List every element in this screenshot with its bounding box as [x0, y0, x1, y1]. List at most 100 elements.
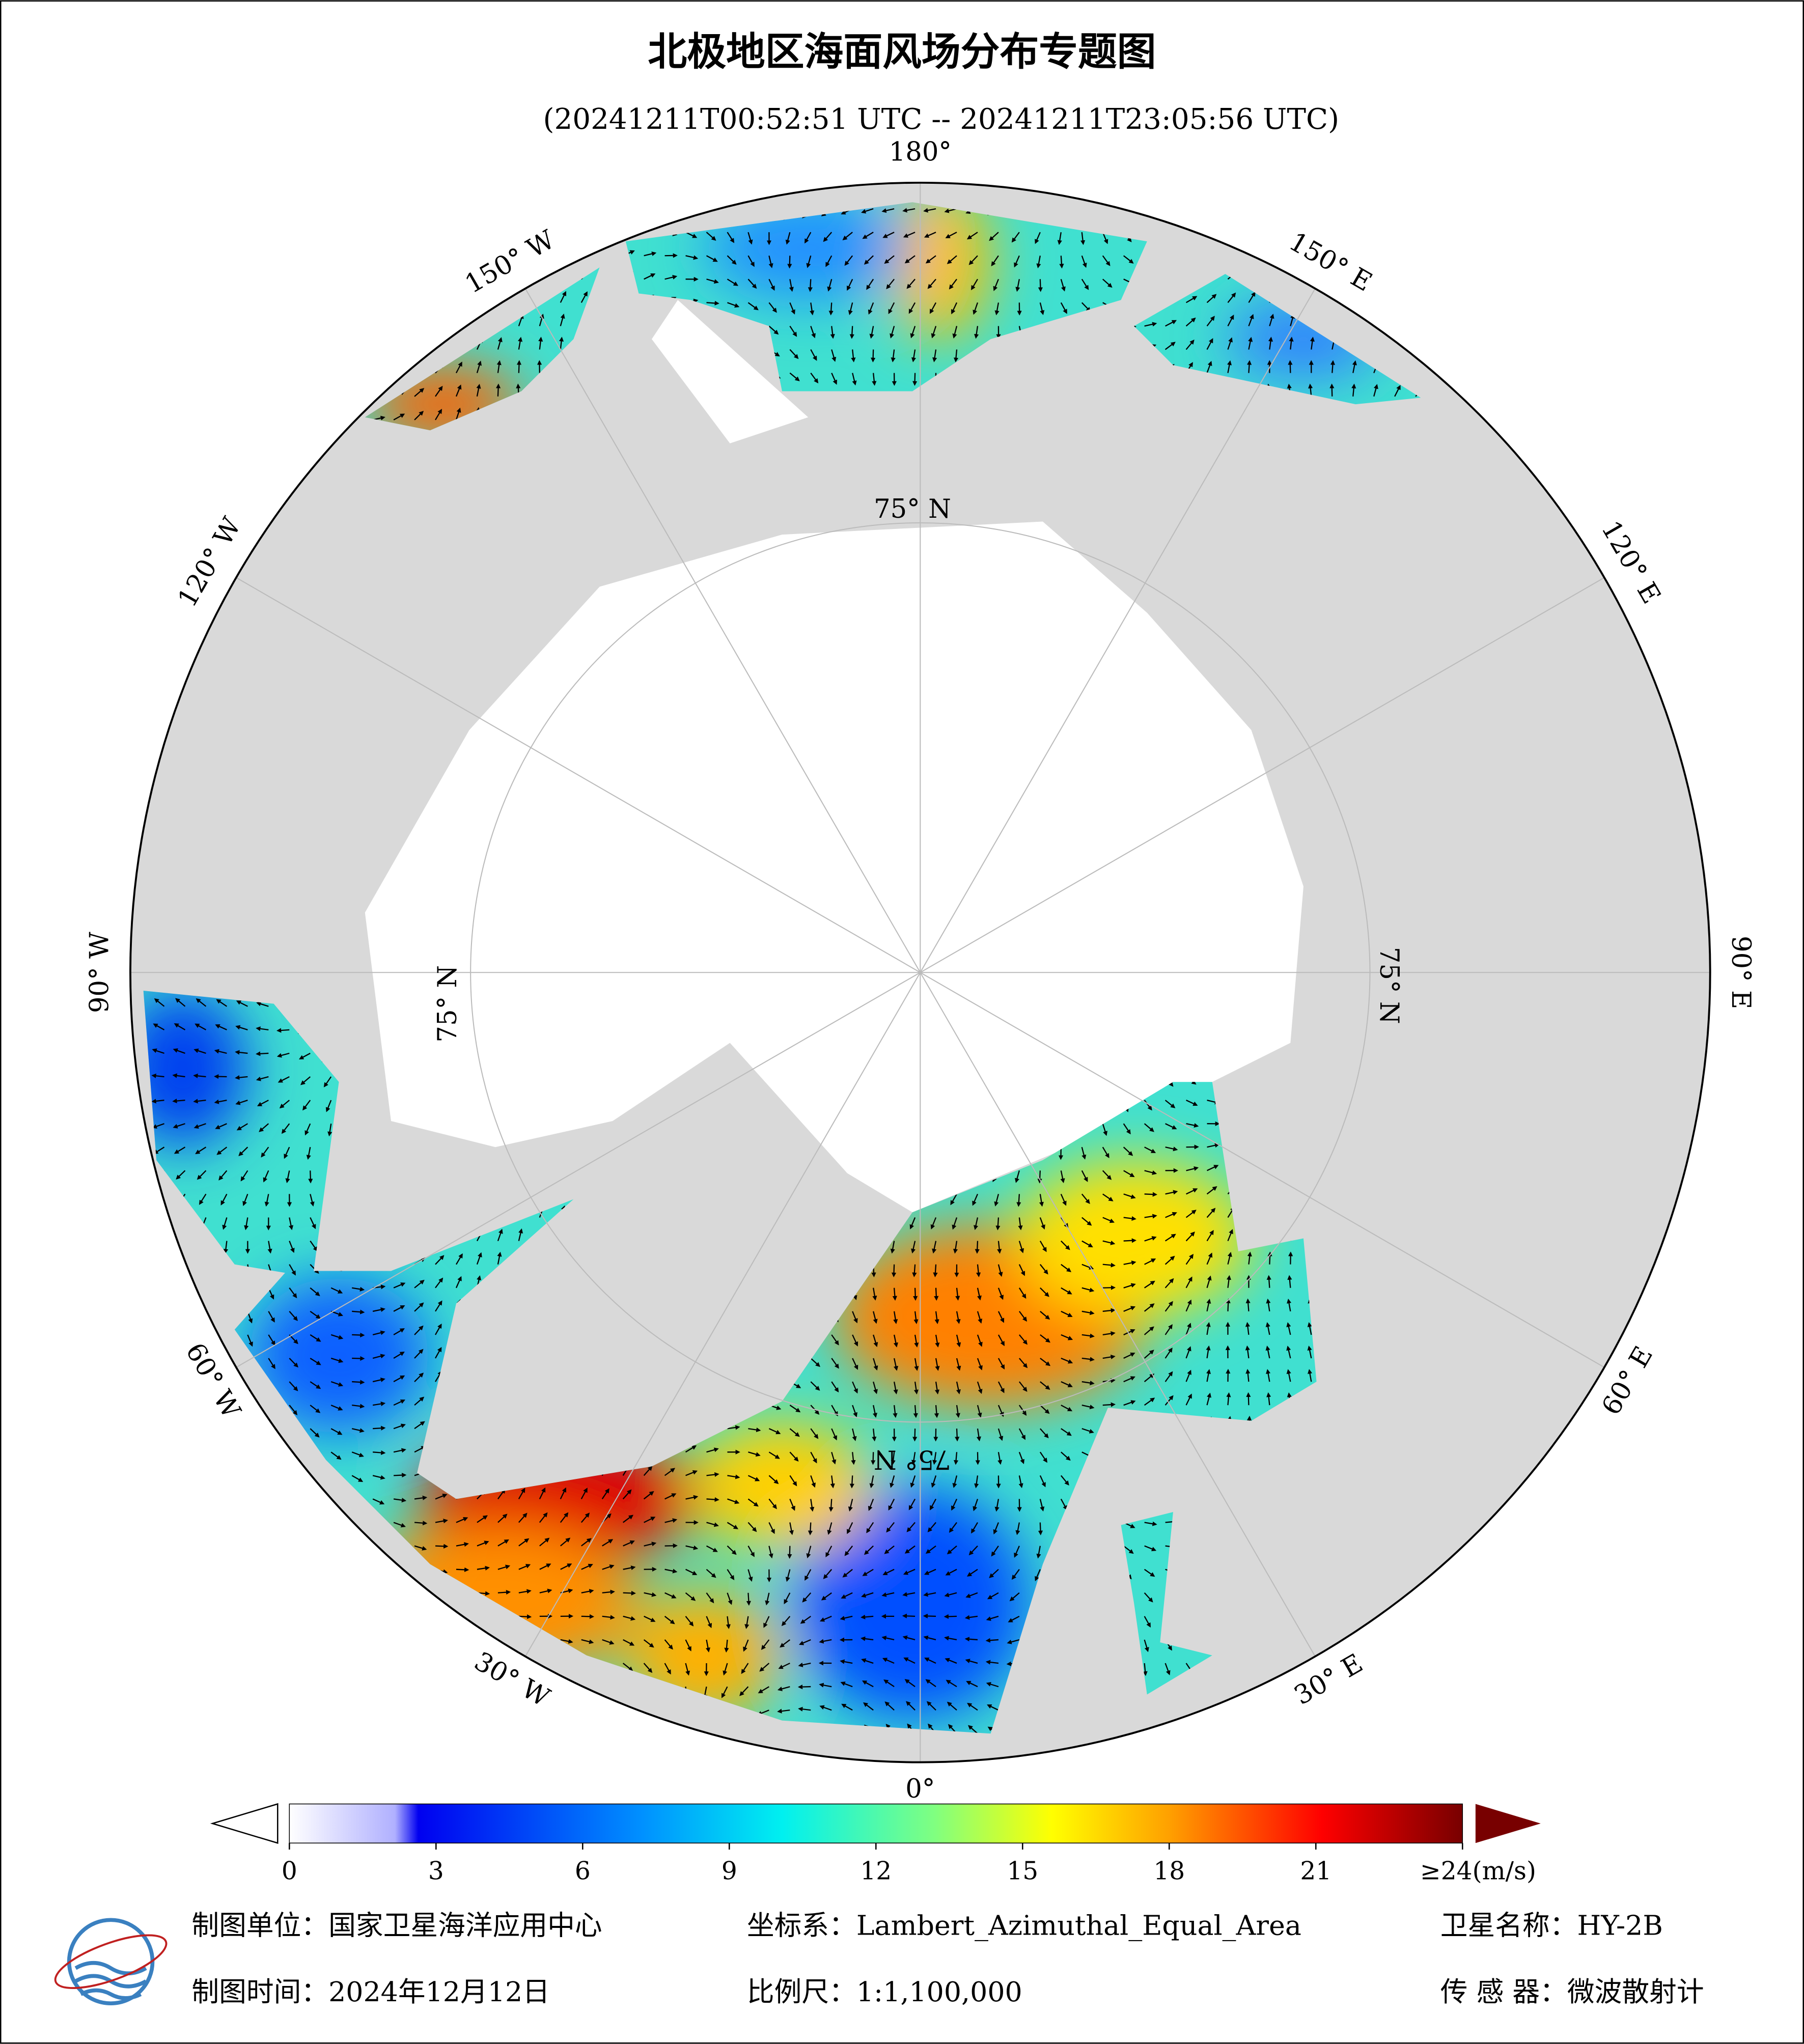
wind-arrow: [310, 1217, 316, 1229]
lat-label: 75° N: [432, 965, 463, 1043]
wind-arrow: [685, 1470, 698, 1476]
lat-label: 75° N: [874, 1444, 951, 1475]
wind-arrow: [785, 232, 791, 245]
wind-arrow: [154, 998, 165, 1007]
wind-arrow: [193, 1123, 206, 1129]
wind-arrow: [518, 1538, 530, 1547]
wind-arrow: [789, 1428, 800, 1437]
wind-arrow: [539, 1588, 552, 1593]
wind-arrow: [172, 1073, 185, 1078]
wind-arrow: [539, 1563, 551, 1570]
wind-arrow: [310, 1357, 321, 1365]
wind-arrow: [310, 1381, 321, 1389]
wind-arrow: [235, 1075, 248, 1080]
wind-arrow: [310, 1428, 320, 1438]
wind-arrow: [538, 337, 543, 350]
wind-arrow: [372, 1498, 385, 1505]
wind-arrow: [685, 232, 698, 238]
wind-arrow: [664, 1592, 677, 1599]
wind-arrow: [644, 251, 657, 257]
wind-arrow: [174, 1146, 186, 1154]
wind-arrow: [705, 1639, 711, 1653]
wind-arrow: [435, 1347, 442, 1359]
wind-arrow: [352, 1309, 365, 1314]
wind-arrow: [622, 1515, 634, 1523]
wind-arrow: [310, 1334, 321, 1342]
wind-arrow: [352, 1404, 365, 1409]
wind-arrow: [456, 1542, 469, 1547]
wind-arrow: [761, 1639, 770, 1650]
wind-arrow: [196, 998, 207, 1007]
wind-arrow: [747, 1522, 757, 1532]
wind-arrow: [263, 1170, 269, 1183]
wind-arrow: [215, 1123, 227, 1129]
wind-arrow: [455, 407, 461, 421]
wind-arrow: [664, 1663, 671, 1675]
wind-arrow: [435, 409, 442, 421]
wind-arrow: [372, 1402, 386, 1407]
wind-arrow: [765, 1592, 770, 1606]
wind-arrow: [289, 1287, 297, 1299]
wind-arrow: [1102, 1285, 1116, 1290]
colorbar-tick-label: 6: [575, 1857, 591, 1886]
footer-date: 制图时间：2024年12月12日: [191, 1976, 550, 2008]
wind-arrow: [197, 1170, 207, 1180]
wind-arrow: [975, 1241, 980, 1254]
wind-arrow: [414, 1279, 425, 1289]
wind-arrow: [744, 1616, 750, 1629]
wind-arrow: [748, 1427, 761, 1433]
colorbar-tick-label: 18: [1153, 1857, 1185, 1886]
wind-arrow: [306, 1147, 311, 1160]
wind-arrow: [372, 1307, 385, 1312]
wind-arrow: [497, 1590, 511, 1595]
wind-arrow: [581, 1538, 592, 1547]
wind-arrow: [256, 1026, 269, 1031]
wind-arrow: [581, 1639, 594, 1644]
wind-arrow: [784, 1592, 791, 1605]
wind-arrow: [664, 1639, 673, 1650]
wind-arrow: [644, 1542, 657, 1547]
wind-arrow: [298, 1052, 311, 1060]
wind-arrow: [706, 1592, 714, 1604]
wind-arrow: [602, 1589, 615, 1594]
wind-arrow: [518, 1589, 532, 1594]
wind-arrow: [768, 255, 773, 268]
wind-arrow: [1038, 279, 1043, 292]
wind-arrow: [768, 1498, 777, 1509]
wind-arrow: [828, 302, 834, 316]
wind-arrow: [664, 1615, 675, 1625]
wind-arrow: [748, 1451, 761, 1457]
wind-arrow: [435, 1323, 442, 1335]
wind-arrow: [214, 1099, 227, 1104]
wind-arrow: [602, 1539, 614, 1547]
wind-arrow: [739, 1686, 749, 1696]
subtitle: (20241211T00:52:51 UTC -- 20241211T23:05…: [543, 103, 1340, 136]
wind-arrow: [281, 1123, 290, 1134]
wind-arrow: [758, 1686, 769, 1694]
wind-arrow: [622, 1663, 633, 1671]
wind-arrow: [414, 388, 425, 397]
wind-arrow: [193, 1099, 206, 1104]
wind-arrow: [456, 1517, 468, 1523]
lat-label: 75° N: [1374, 947, 1404, 1024]
wind-arrow: [330, 1381, 344, 1387]
wind-arrow: [789, 325, 797, 337]
wind-arrow: [644, 1615, 656, 1622]
wind-arrow: [151, 1099, 164, 1104]
wind-arrow: [268, 1334, 275, 1346]
lat-label: 75° N: [874, 494, 951, 524]
wind-arrow: [723, 1663, 728, 1676]
wind-arrow: [747, 302, 759, 311]
wind-arrow: [476, 1252, 482, 1265]
wind-arrow: [727, 255, 737, 265]
wind-arrow: [393, 1282, 406, 1289]
wind-arrow: [643, 1491, 654, 1500]
wind-arrow: [560, 1563, 572, 1570]
wind-arrow: [327, 1123, 332, 1137]
wind-arrow: [393, 1328, 405, 1335]
wind-arrow: [330, 1334, 344, 1340]
wind-arrow: [235, 1100, 248, 1105]
lon-label: 180°: [889, 137, 952, 167]
wind-arrow: [789, 1451, 799, 1462]
footer-satellite: 卫星名称：HY-2B: [1440, 1910, 1663, 1942]
